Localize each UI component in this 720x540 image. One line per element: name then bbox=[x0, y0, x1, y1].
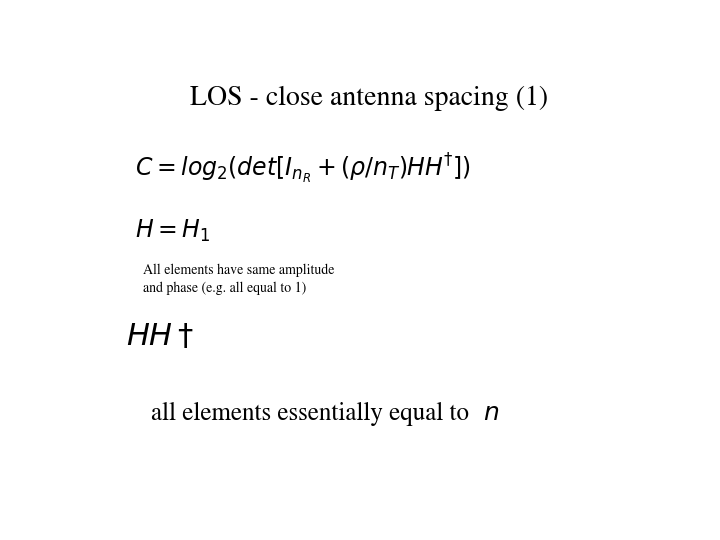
Text: $n$: $n$ bbox=[483, 402, 500, 426]
Text: $HH\dagger$: $HH\dagger$ bbox=[126, 322, 194, 352]
Text: $C = log_2(det[I_{n_R} + (\rho/n_T)HH^{\dagger}])$: $C = log_2(det[I_{n_R} + (\rho/n_T)HH^{\… bbox=[135, 152, 471, 186]
Text: All elements have same amplitude: All elements have same amplitude bbox=[143, 264, 334, 278]
Text: $H = H_1$: $H = H_1$ bbox=[135, 218, 210, 244]
Text: LOS - close antenna spacing (1): LOS - close antenna spacing (1) bbox=[190, 85, 548, 111]
Text: and phase (e.g. all equal to 1): and phase (e.g. all equal to 1) bbox=[143, 282, 306, 295]
Text: all elements essentially equal to: all elements essentially equal to bbox=[151, 402, 476, 426]
